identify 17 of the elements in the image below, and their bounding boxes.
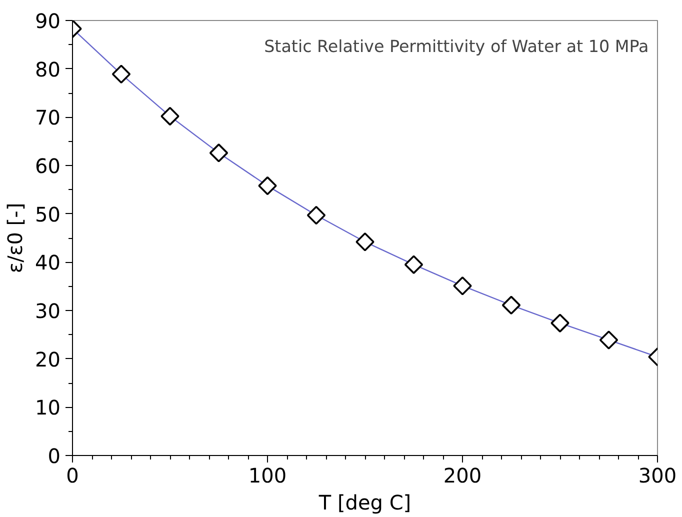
text: Static Relative Permittivity of Water at 10 MPa — [264, 37, 649, 56]
y-tick-label: 0 — [48, 444, 61, 468]
x-tick-label: 200 — [443, 464, 482, 488]
y-tick-label: 40 — [35, 250, 61, 275]
y-tick-label: 90 — [35, 9, 61, 33]
y-tick-label: 70 — [35, 106, 61, 130]
x-axis-title: T [deg C] — [318, 490, 412, 514]
y-tick-label: 80 — [35, 57, 61, 82]
x-tick-label: 0 — [66, 464, 79, 488]
y-tick-label: 20 — [35, 347, 61, 372]
y-axis-title: ε/ε0 [-] — [3, 202, 28, 274]
y-tick-label: 50 — [35, 202, 61, 226]
y-tick-label: 30 — [35, 299, 61, 323]
y-tick-label: 60 — [35, 154, 61, 178]
x-tick-label: 100 — [248, 464, 287, 488]
x-tick-label: 300 — [638, 464, 677, 488]
y-tick-label: 10 — [35, 396, 61, 420]
